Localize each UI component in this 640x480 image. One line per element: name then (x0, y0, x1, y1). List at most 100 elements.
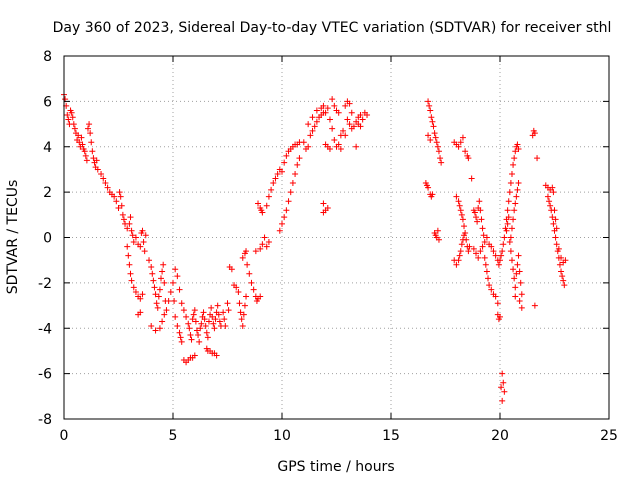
data-point (225, 300, 231, 306)
data-point (127, 214, 133, 220)
data-point (148, 323, 154, 329)
data-point (349, 110, 355, 116)
data-point (510, 266, 516, 272)
data-point (427, 107, 433, 113)
data-point (438, 160, 444, 166)
data-point (222, 323, 228, 329)
data-point (460, 216, 466, 222)
data-point (518, 280, 524, 286)
data-point (429, 119, 435, 125)
data-point (283, 207, 289, 213)
data-point (495, 300, 501, 306)
data-point (148, 264, 154, 270)
data-point (496, 262, 502, 268)
data-point (185, 321, 191, 327)
data-point (434, 139, 440, 145)
y-tick-label: 8 (43, 49, 52, 65)
data-point (513, 194, 519, 200)
data-point (511, 207, 517, 213)
data-point (281, 214, 287, 220)
data-point (305, 121, 311, 127)
data-point (71, 121, 77, 127)
data-point (483, 262, 489, 268)
data-point (514, 262, 520, 268)
data-point (177, 330, 183, 336)
data-point (500, 241, 506, 247)
data-point (204, 330, 210, 336)
data-point (428, 114, 434, 120)
data-point (160, 262, 166, 268)
data-point (178, 334, 184, 340)
data-point (512, 293, 518, 299)
x-tick-label: 25 (600, 428, 618, 444)
data-point (181, 307, 187, 313)
data-point (310, 114, 316, 120)
data-point (264, 203, 270, 209)
data-point (89, 148, 95, 154)
data-point (547, 203, 553, 209)
data-point (546, 198, 552, 204)
data-point (191, 312, 197, 318)
data-points (61, 92, 568, 404)
data-point (329, 96, 335, 102)
data-point (461, 223, 467, 229)
y-axis-label: SDTVAR / TECUs (5, 180, 21, 295)
y-tick-label: -6 (38, 367, 52, 383)
data-point (288, 189, 294, 195)
data-point (469, 176, 475, 182)
data-point (519, 305, 525, 311)
data-point (519, 291, 525, 297)
data-point (120, 212, 126, 218)
data-point (159, 269, 165, 275)
data-point (545, 194, 551, 200)
data-point (508, 180, 514, 186)
data-point (189, 337, 195, 343)
data-point (187, 332, 193, 338)
data-point (208, 305, 214, 311)
data-point (433, 135, 439, 141)
data-point (514, 187, 520, 193)
data-point (226, 307, 232, 313)
data-point (168, 289, 174, 295)
data-point (510, 162, 516, 168)
data-point (320, 200, 326, 206)
data-point (436, 148, 442, 154)
data-point (432, 130, 438, 136)
data-point (124, 244, 130, 250)
data-point (331, 137, 337, 143)
data-point (512, 284, 518, 290)
data-point (88, 139, 94, 145)
data-point (511, 155, 517, 161)
data-point (559, 273, 565, 279)
data-point (149, 271, 155, 277)
data-point (296, 155, 302, 161)
data-point (244, 262, 250, 268)
data-point (558, 269, 564, 275)
data-point (498, 253, 504, 259)
x-tick-label: 10 (273, 428, 291, 444)
data-point (435, 144, 441, 150)
data-point (183, 314, 189, 320)
data-point (509, 171, 515, 177)
data-point (159, 318, 165, 324)
x-axis-label: GPS time / hours (277, 459, 394, 475)
data-point (501, 389, 507, 395)
data-point (459, 212, 465, 218)
data-point (126, 262, 132, 268)
y-tick-label: 0 (43, 231, 52, 247)
data-point (174, 273, 180, 279)
data-point (465, 248, 471, 254)
data-point (266, 194, 272, 200)
data-point (292, 171, 298, 177)
data-point (459, 241, 465, 247)
data-point (426, 103, 432, 109)
data-point (177, 287, 183, 293)
data-point (534, 155, 540, 161)
data-point (158, 275, 164, 281)
data-point (499, 398, 505, 404)
data-point (505, 207, 511, 213)
data-point (499, 371, 505, 377)
data-point (161, 280, 167, 286)
data-point (171, 298, 177, 304)
data-point (516, 180, 522, 186)
